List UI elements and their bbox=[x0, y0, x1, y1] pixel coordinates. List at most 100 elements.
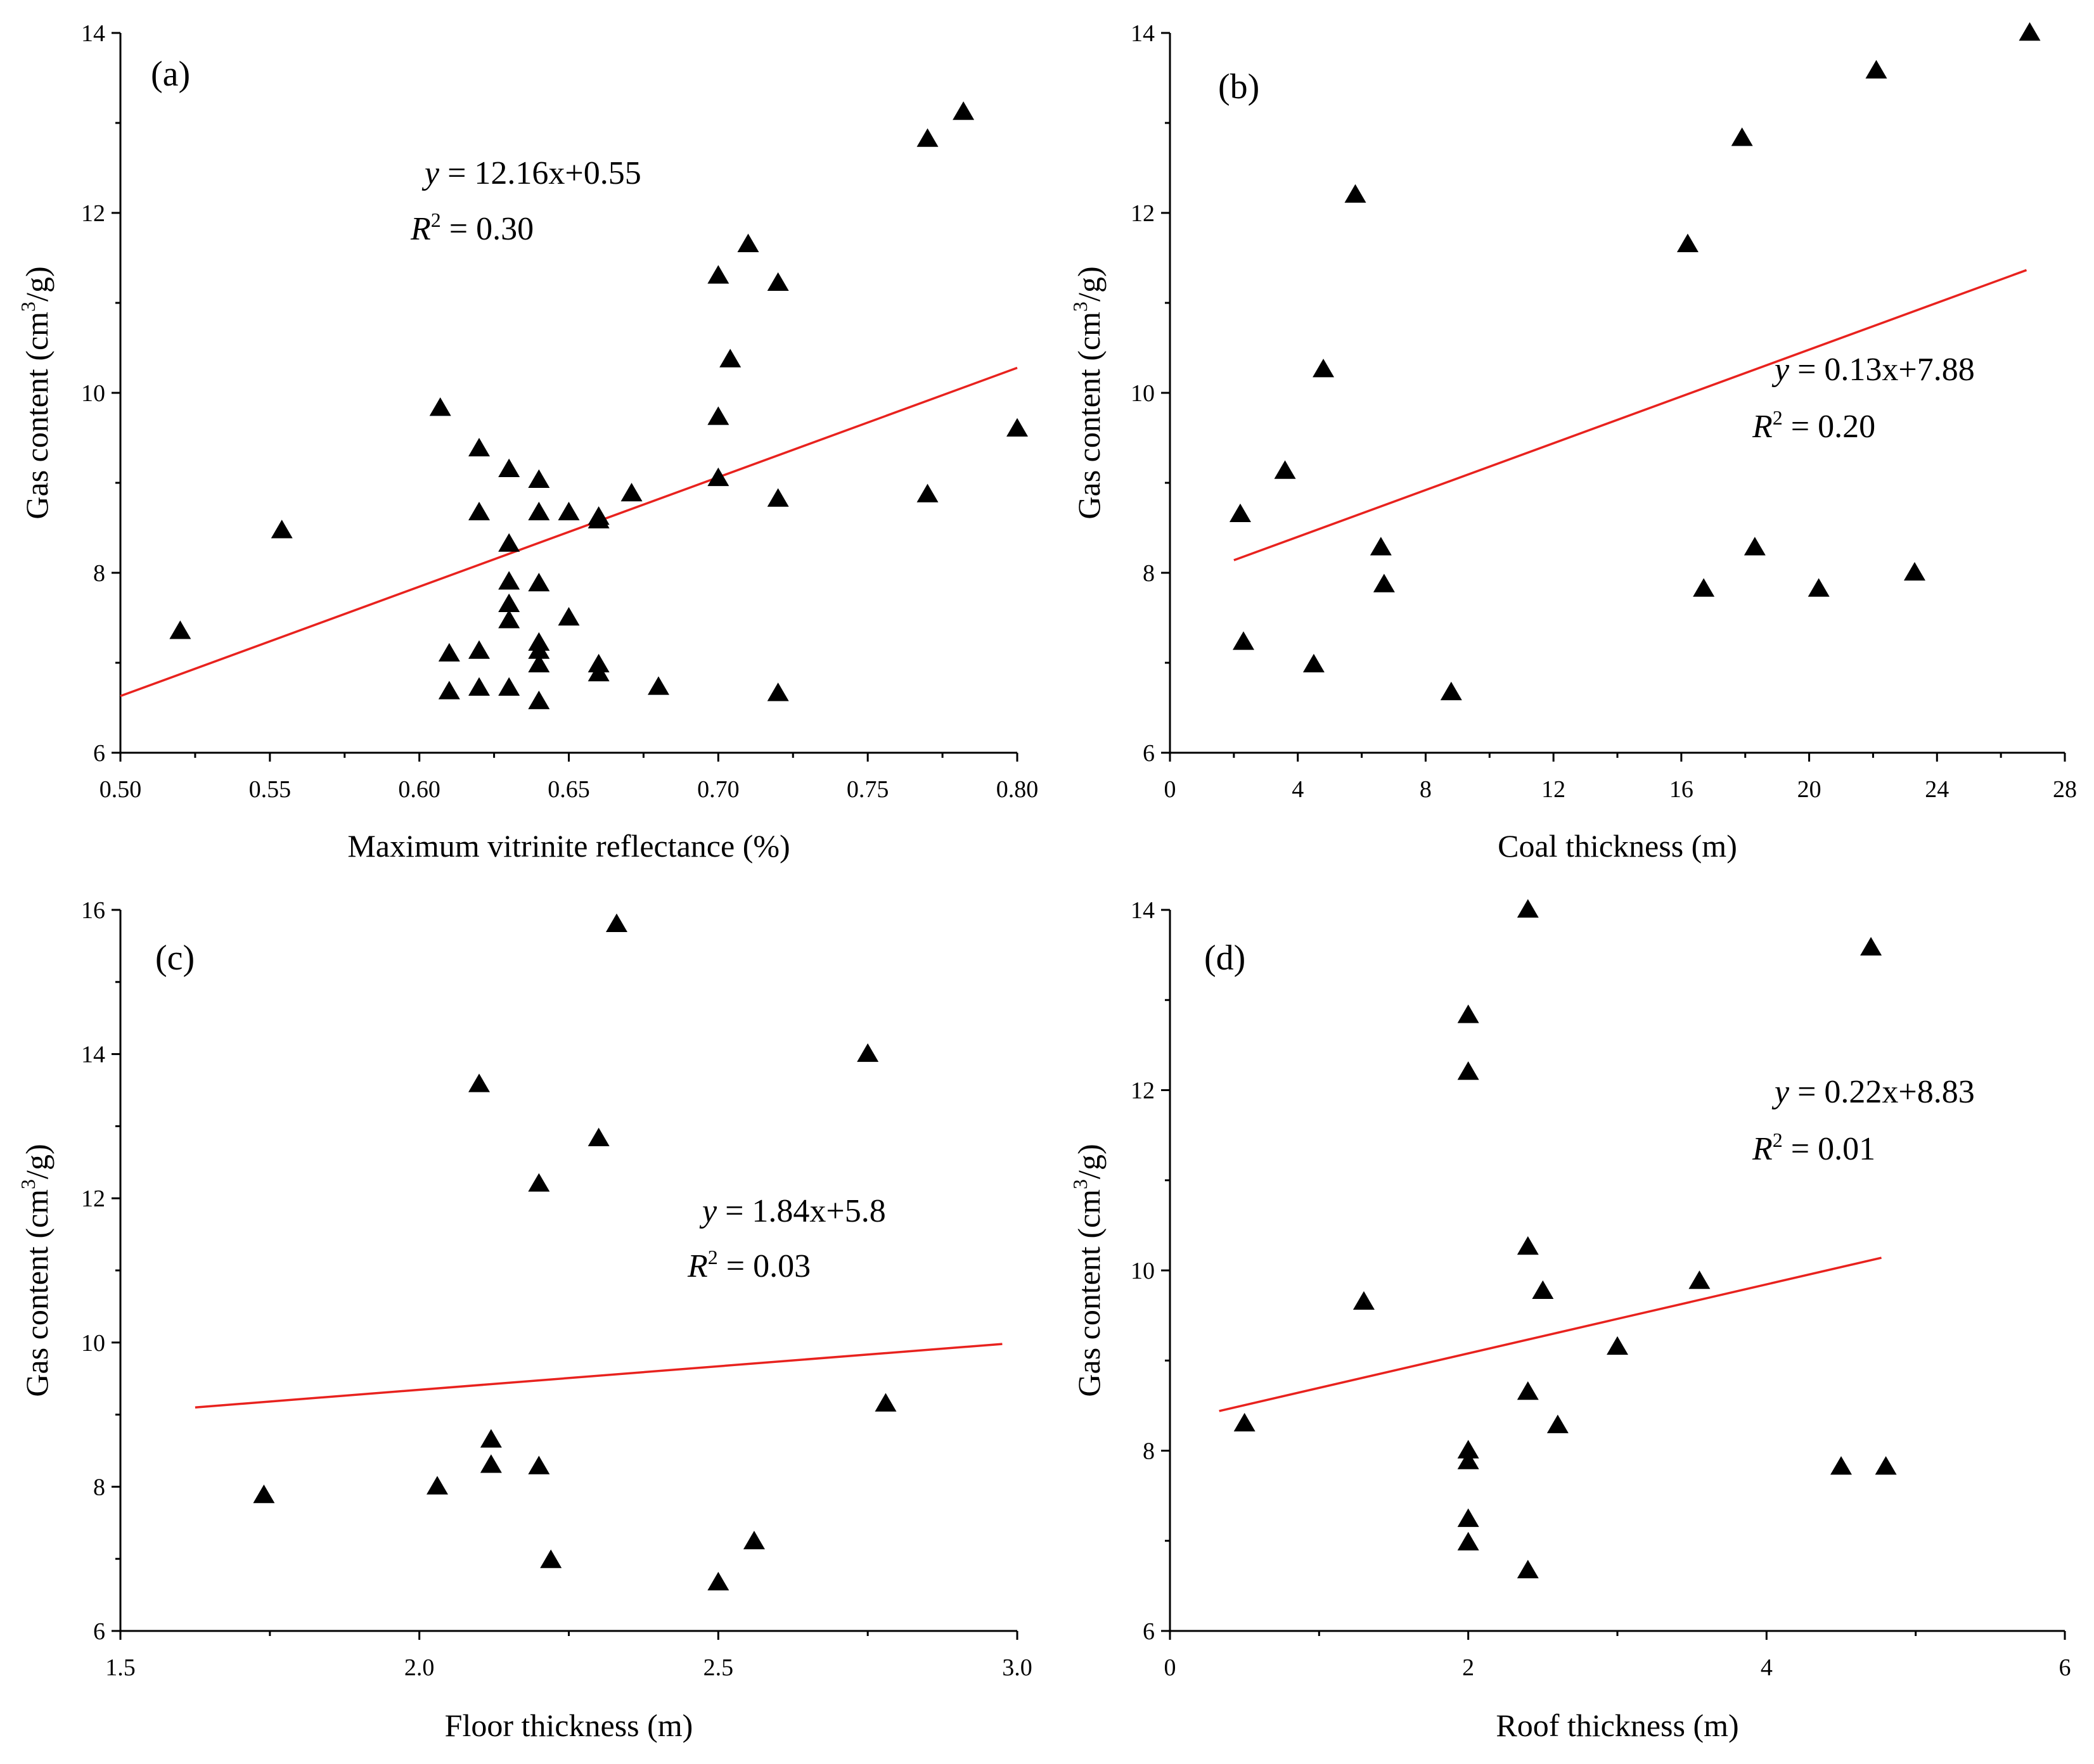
data-point-triangle bbox=[588, 509, 610, 528]
r-squared: R2 = 0.03 bbox=[687, 1246, 811, 1284]
y-tick-label: 6 bbox=[1143, 740, 1155, 767]
panel-d: 0 2 4 6 6 8 10 12 14 Roof thickness (m) Gas conten… bbox=[1069, 897, 2071, 1743]
data-point-triangle bbox=[1352, 1291, 1375, 1310]
y-tick-label: 12 bbox=[81, 200, 105, 227]
data-point-triangle bbox=[429, 397, 451, 416]
data-point-triangle bbox=[737, 233, 759, 252]
r-squared: R2 = 0.01 bbox=[1752, 1128, 1875, 1167]
data-point-triangle bbox=[1517, 1236, 1539, 1255]
equation-rhs: = 0.22x+8.83 bbox=[1789, 1074, 1975, 1110]
data-point-triangle bbox=[1688, 1270, 1711, 1289]
r-squared-value: = 0.03 bbox=[718, 1248, 811, 1284]
x-tick-label: 0 bbox=[1164, 1654, 1176, 1681]
x-tick-label: 16 bbox=[1669, 776, 1693, 803]
y-tick-label: 8 bbox=[93, 560, 105, 587]
r-squared-value: = 0.30 bbox=[441, 211, 534, 247]
y-tick-label: 10 bbox=[81, 1330, 105, 1357]
data-point-triangle bbox=[857, 1043, 879, 1062]
r-squared: R2 = 0.20 bbox=[1752, 406, 1875, 445]
data-point-triangle bbox=[468, 1073, 490, 1092]
data-point-triangle bbox=[767, 682, 789, 701]
panel-b: 0 4 8 12 16 20 24 28 6 8 10 12 14 Coal thickness (m) G… bbox=[1069, 20, 2077, 864]
r-squared-value: = 0.20 bbox=[1783, 409, 1875, 445]
panel-label: (d) bbox=[1204, 938, 1245, 978]
data-point-triangle bbox=[953, 101, 975, 120]
y-axis-title: Gas content (cm3/g) bbox=[16, 266, 55, 519]
data-point-triangle bbox=[1457, 1061, 1479, 1080]
data-point-triangle bbox=[1229, 503, 1251, 522]
data-point-triangle bbox=[498, 458, 520, 477]
data-point-triangle bbox=[1457, 1440, 1479, 1459]
x-axis-title: Maximum vitrinite reflectance (%) bbox=[347, 828, 790, 864]
data-point-triangle bbox=[528, 1455, 550, 1474]
panel-label: (c) bbox=[155, 938, 195, 978]
x-tick-label: 3.0 bbox=[1002, 1654, 1032, 1681]
equation-rhs: = 12.16x+0.55 bbox=[439, 155, 641, 191]
data-point-triangle bbox=[271, 520, 293, 539]
data-point-triangle bbox=[605, 913, 627, 932]
data-point-triangle bbox=[1274, 460, 1296, 479]
data-point-triangle bbox=[558, 607, 580, 626]
r-squared-sup: 2 bbox=[1773, 1128, 1783, 1151]
data-point-triangle bbox=[1457, 1531, 1479, 1550]
x-axis-title: Roof thickness (m) bbox=[1496, 1708, 1738, 1743]
data-point-triangle bbox=[468, 438, 490, 457]
data-point-triangle bbox=[468, 501, 490, 521]
regression-line bbox=[1233, 269, 2027, 561]
x-tick-label: 8 bbox=[1420, 776, 1432, 803]
data-point-triangle bbox=[1344, 184, 1366, 203]
y-axis-title-main: Gas content (cm bbox=[19, 1189, 55, 1397]
data-point-triangle bbox=[480, 1429, 502, 1448]
data-point-triangle bbox=[528, 640, 550, 659]
y-tick-label: 14 bbox=[1131, 897, 1155, 924]
y-axis-title-sup: 3 bbox=[16, 1179, 39, 1189]
equation-y-var: y bbox=[1771, 1074, 1790, 1110]
y-tick-label: 10 bbox=[1131, 1258, 1155, 1284]
data-point-triangle bbox=[588, 663, 610, 682]
panel-a: 0.50 0.55 0.60 0.65 0.70 0.75 0.80 6 8 10 12 14 Maxi… bbox=[16, 20, 1038, 864]
data-point-triangle bbox=[767, 488, 789, 507]
regression-line bbox=[120, 366, 1018, 698]
x-tick-label: 0.80 bbox=[996, 776, 1039, 803]
data-point-triangle bbox=[1006, 418, 1028, 437]
equation-y-var: y bbox=[421, 155, 440, 191]
x-tick-label: 0.65 bbox=[548, 776, 590, 803]
y-tick-label: 12 bbox=[81, 1186, 105, 1212]
regression-equation: y = 0.13x+7.88 bbox=[1771, 352, 1975, 388]
y-tick-label: 16 bbox=[81, 897, 105, 924]
data-point-triangle bbox=[1440, 681, 1462, 701]
x-tick-label: 6 bbox=[2059, 1654, 2071, 1681]
data-point-triangle bbox=[707, 406, 729, 425]
regression-line bbox=[195, 1343, 1003, 1409]
data-point-triangle bbox=[1731, 127, 1753, 146]
y-axis-title-sup: 3 bbox=[16, 302, 39, 312]
data-point-triangle bbox=[1457, 1004, 1479, 1023]
data-point-triangle bbox=[540, 1549, 562, 1568]
equation-y-var: y bbox=[1771, 352, 1790, 388]
equation-rhs: = 1.84x+5.8 bbox=[717, 1193, 886, 1229]
data-point-triangle bbox=[1903, 562, 1925, 581]
data-point-triangle bbox=[528, 573, 550, 592]
data-point-triangle bbox=[916, 483, 939, 502]
data-point-triangle bbox=[648, 676, 669, 695]
y-axis-title-main: Gas content (cm bbox=[19, 312, 55, 520]
data-point-triangle bbox=[558, 501, 580, 521]
equation-y-var: y bbox=[699, 1193, 717, 1229]
x-tick-label: 0 bbox=[1164, 776, 1176, 803]
data-point-triangle bbox=[498, 533, 520, 552]
r-squared-var: R bbox=[410, 211, 431, 247]
x-axis-title: Coal thickness (m) bbox=[1498, 828, 1737, 864]
data-point-triangle bbox=[1517, 1381, 1539, 1400]
x-tick-label: 4 bbox=[1761, 1654, 1773, 1681]
y-tick-label: 6 bbox=[93, 740, 105, 767]
data-point-triangle bbox=[438, 681, 460, 700]
x-tick-label: 1.5 bbox=[105, 1654, 136, 1681]
y-tick-label: 8 bbox=[1143, 1438, 1155, 1465]
panel-c: 1.5 2.0 2.5 3.0 6 8 10 12 14 16 Floor thickness (m… bbox=[16, 897, 1032, 1743]
x-tick-label: 28 bbox=[2053, 776, 2077, 803]
y-axis-title-tail: /g) bbox=[1071, 1144, 1107, 1179]
data-point-triangle bbox=[528, 501, 550, 521]
data-point-triangle bbox=[588, 1127, 610, 1146]
data-point-triangle bbox=[1532, 1280, 1554, 1299]
data-point-triangle bbox=[2019, 22, 2041, 41]
